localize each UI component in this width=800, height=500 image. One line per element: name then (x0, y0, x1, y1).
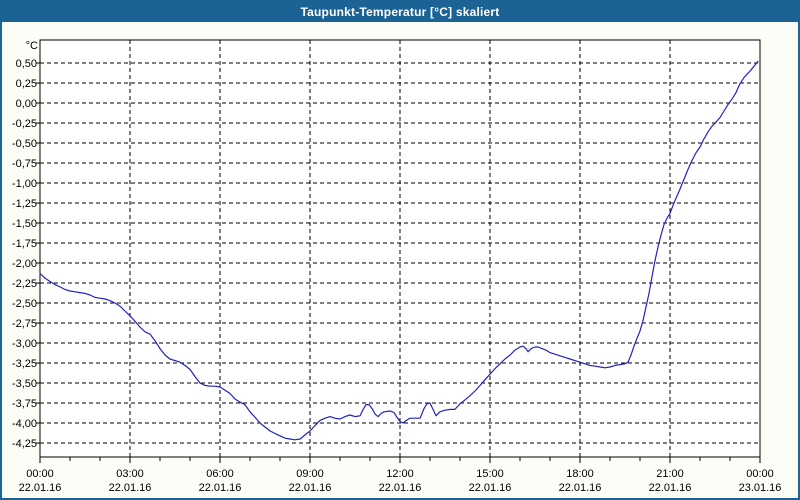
y-tick-label: -3,75 (12, 398, 37, 410)
x-tick-date-label: 22.01.16 (559, 482, 602, 494)
x-tick-date-label: 22.01.16 (379, 482, 422, 494)
window-title: Taupunkt-Temperatur [°C] skaliert (300, 5, 500, 19)
y-tick-label: -0,75 (12, 158, 37, 170)
y-tick-label: -2,75 (12, 318, 37, 330)
x-tick-time-label: 09:00 (296, 468, 324, 480)
plot-area[interactable] (39, 39, 761, 458)
y-tick-label: -3,00 (12, 338, 37, 350)
x-tick-time-label: 03:00 (116, 468, 144, 480)
y-tick-label: -4,25 (12, 438, 37, 450)
x-tick-date-label: 22.01.16 (199, 482, 242, 494)
y-tick-label: -2,50 (12, 298, 37, 310)
y-tick-label: -2,25 (12, 278, 37, 290)
x-tick-date-label: 22.01.16 (19, 482, 62, 494)
y-tick-label: -3,25 (12, 358, 37, 370)
y-tick-label: -0,25 (12, 118, 37, 130)
y-tick-label: 0,25 (16, 78, 37, 90)
x-tick-time-label: 15:00 (476, 468, 504, 480)
y-tick-label: -1,75 (12, 238, 37, 250)
y-tick-label: -2,00 (12, 258, 37, 270)
x-tick-time-label: 21:00 (656, 468, 684, 480)
chart-svg: 0,50 0,25 0,00 -0,25 -0,50 -0,75 -1,00 -1,25 -1,… (12, 39, 782, 494)
x-tick-date-label: 22.01.16 (109, 482, 152, 494)
dewpoint-curve (39, 60, 759, 441)
y-tick-label: -4,00 (12, 418, 37, 430)
y-tick-label: -1,00 (12, 178, 37, 190)
y-tick-label: 0,50 (16, 58, 37, 70)
x-tick-time-label: 06:00 (206, 468, 234, 480)
y-axis-unit-label: °C (26, 40, 38, 52)
y-tick-label: -1,50 (12, 218, 37, 230)
x-tick-time-label: 12:00 (386, 468, 414, 480)
chart-container: 0,50 0,25 0,00 -0,25 -0,50 -0,75 -1,00 -1,25 -1,… (2, 22, 798, 498)
y-tick-label: -3,50 (12, 378, 37, 390)
x-tick-time-label: 00:00 (26, 468, 54, 480)
x-tick-date-label: 22.01.16 (289, 482, 332, 494)
x-tick-date-label: 23.01.16 (739, 482, 782, 494)
x-tick-time-label: 00:00 (746, 468, 774, 480)
x-tick-time-label: 18:00 (566, 468, 594, 480)
title-bar: Taupunkt-Temperatur [°C] skaliert (2, 2, 798, 22)
x-tick-date-label: 22.01.16 (649, 482, 692, 494)
y-tick-label: 0,00 (16, 98, 37, 110)
y-tick-label: -0,50 (12, 138, 37, 150)
y-tick-label: -1,25 (12, 198, 37, 210)
x-tick-date-label: 22.01.16 (469, 482, 512, 494)
